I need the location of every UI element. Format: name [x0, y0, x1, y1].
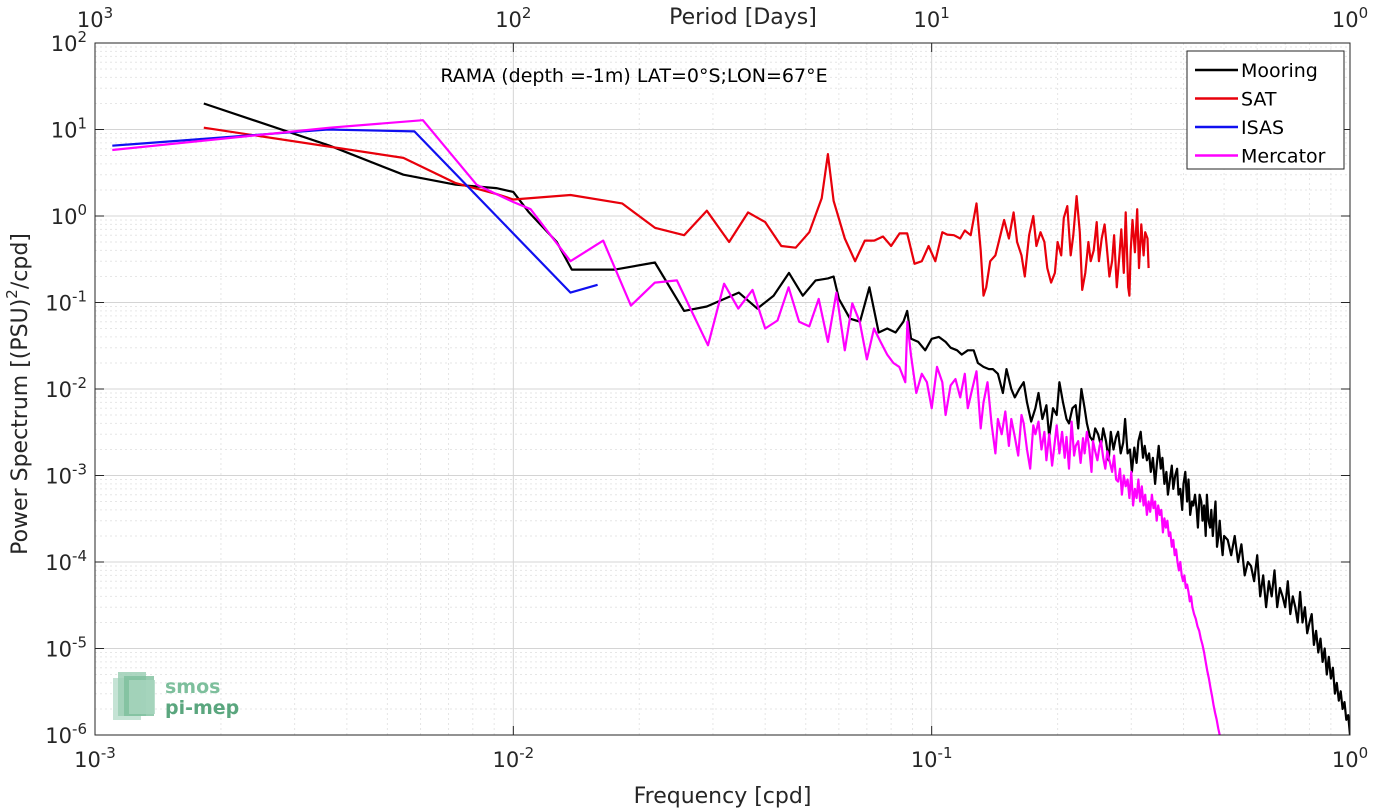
x-tick-label: 10-2 [492, 744, 534, 772]
y-tick-label: 101 [51, 115, 87, 143]
top-tick-label: 103 [77, 4, 113, 32]
y-axis-label-superscript: 2 [3, 289, 21, 299]
y-tick-label: 10-5 [45, 634, 87, 662]
top-tick-label: 101 [914, 4, 950, 32]
series-layer [112, 102, 1350, 735]
x-tick-label: 10-3 [74, 744, 116, 772]
legend-label: Mooring [1241, 60, 1318, 82]
legend-label: Mercator [1241, 146, 1326, 168]
logo-text-pi-mep: pi-mep [165, 697, 239, 719]
legend-label: SAT [1241, 89, 1277, 111]
y-tick-label: 100 [51, 201, 87, 229]
x-tick-label: 10-1 [911, 744, 953, 772]
logo-mark-icon [113, 672, 155, 720]
tick-marks [94, 42, 1351, 736]
y-axis-label: Power Spectrum [(PSU)2/cpd] [3, 233, 33, 555]
y-tick-label: 10-4 [45, 547, 87, 575]
x-tick-label: 100 [1332, 744, 1368, 772]
y-tick-label: 10-1 [45, 288, 87, 316]
y-tick-label: 10-2 [45, 374, 87, 402]
y-tick-label: 10-6 [45, 720, 87, 748]
series-line-mooring [203, 102, 1350, 735]
series-line-mercator [112, 119, 1221, 735]
y-tick-label: 102 [51, 28, 87, 56]
y-tick-label: 10-3 [45, 461, 87, 489]
top-axis-label: Period [Days] [669, 5, 817, 30]
y-axis-label-main: Power Spectrum [(PSU) [8, 299, 33, 555]
y-axis-label-unit: /cpd] [8, 233, 33, 289]
logo-text-smos: smos [165, 676, 220, 698]
legend-label: ISAS [1241, 117, 1284, 139]
top-tick-label: 102 [495, 4, 531, 32]
series-line-sat [203, 126, 1150, 297]
smos-pi-mep-logo: smos pi-mep [113, 672, 239, 720]
legend: Mooring SAT ISAS Mercator [1186, 50, 1345, 170]
top-tick-label: 100 [1332, 4, 1368, 32]
chart-annotation: RAMA (depth =-1m) LAT=0°S;LON=67°E [440, 65, 827, 87]
x-axis-label: Frequency [cpd] [634, 784, 812, 809]
